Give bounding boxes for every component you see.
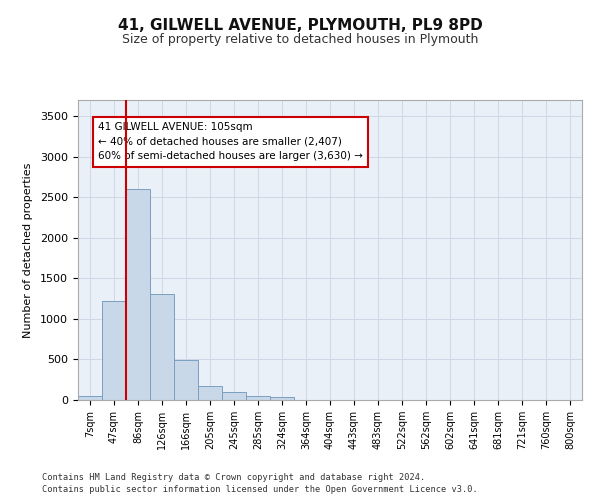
Bar <box>198 386 222 400</box>
Y-axis label: Number of detached properties: Number of detached properties <box>23 162 33 338</box>
Bar <box>150 294 174 400</box>
Bar <box>126 189 150 400</box>
Text: 41 GILWELL AVENUE: 105sqm
← 40% of detached houses are smaller (2,407)
60% of se: 41 GILWELL AVENUE: 105sqm ← 40% of detac… <box>98 122 363 162</box>
Text: Contains public sector information licensed under the Open Government Licence v3: Contains public sector information licen… <box>42 485 478 494</box>
Bar <box>78 396 102 400</box>
Bar <box>102 301 126 400</box>
Text: Contains HM Land Registry data © Crown copyright and database right 2024.: Contains HM Land Registry data © Crown c… <box>42 472 425 482</box>
Text: Size of property relative to detached houses in Plymouth: Size of property relative to detached ho… <box>122 32 478 46</box>
Bar <box>174 360 198 400</box>
Text: 41, GILWELL AVENUE, PLYMOUTH, PL9 8PD: 41, GILWELL AVENUE, PLYMOUTH, PL9 8PD <box>118 18 482 32</box>
Bar <box>270 397 294 400</box>
Bar <box>246 396 270 400</box>
Bar <box>222 392 246 400</box>
